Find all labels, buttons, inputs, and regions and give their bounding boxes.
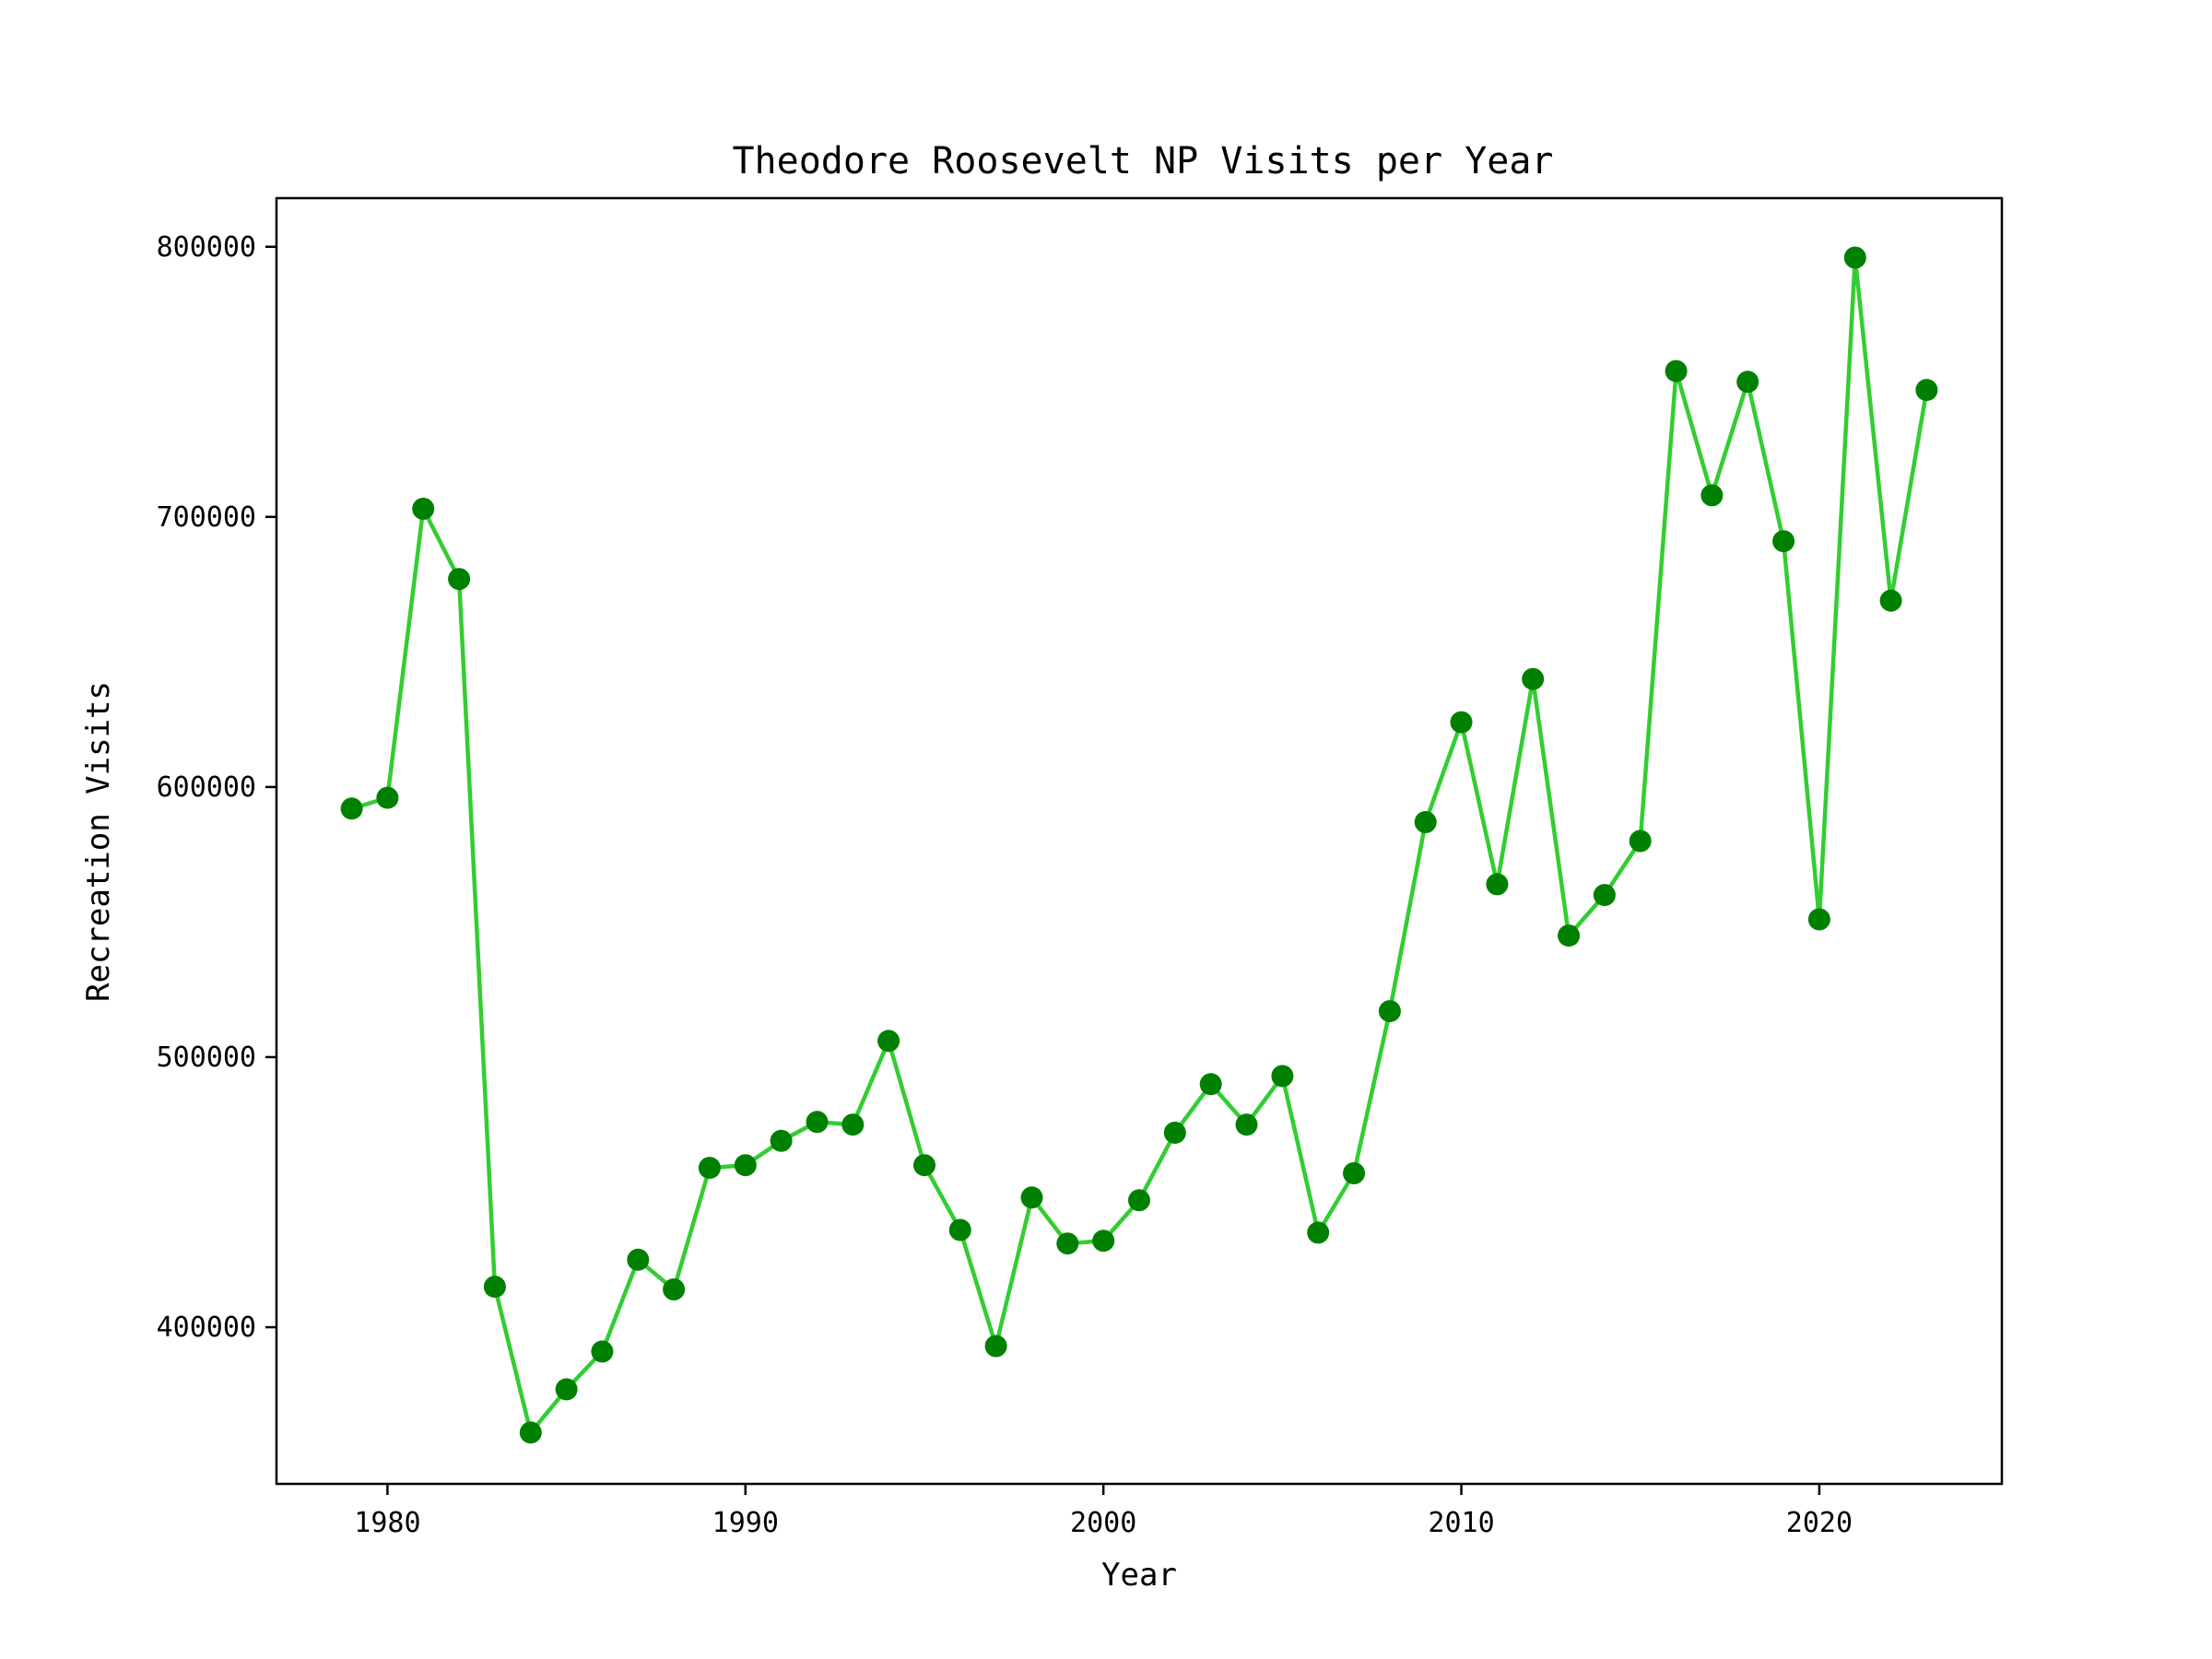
- data-point-2017: [1700, 484, 1724, 507]
- x-tick-label-1990: 1990: [712, 1507, 779, 1539]
- data-point-2022: [1879, 589, 1902, 612]
- data-point-2001: [1128, 1189, 1150, 1212]
- data-point-2006: [1307, 1221, 1330, 1244]
- data-point-1992: [806, 1111, 829, 1134]
- x-axis-label: Year: [1101, 1557, 1177, 1594]
- data-point-1991: [770, 1129, 793, 1152]
- plot-frame: [275, 196, 2004, 1486]
- data-point-1995: [913, 1154, 935, 1177]
- data-point-2005: [1271, 1065, 1294, 1088]
- data-point-1986: [591, 1340, 614, 1363]
- data-point-2012: [1522, 667, 1545, 690]
- data-point-1980: [376, 786, 399, 809]
- data-point-2015: [1629, 830, 1652, 853]
- data-point-2002: [1163, 1122, 1186, 1144]
- data-point-1989: [698, 1157, 721, 1180]
- x-tick-label-2000: 2000: [1070, 1507, 1136, 1539]
- y-tick-label-400000: 400000: [157, 1312, 256, 1344]
- y-tick-label-500000: 500000: [157, 1041, 256, 1074]
- y-tick-label-700000: 700000: [157, 501, 256, 534]
- y-axis-label: Recreation Visits: [80, 681, 117, 1002]
- data-point-1981: [412, 498, 435, 520]
- data-point-2008: [1378, 1000, 1401, 1023]
- data-point-1990: [734, 1154, 757, 1177]
- data-point-2018: [1736, 371, 1759, 394]
- data-point-2020: [1807, 908, 1830, 931]
- data-point-2004: [1235, 1113, 1258, 1136]
- data-point-2013: [1558, 924, 1581, 947]
- data-point-2023: [1915, 379, 1938, 402]
- data-point-1983: [483, 1276, 506, 1299]
- x-tick-label-2010: 2010: [1428, 1507, 1494, 1539]
- data-point-2019: [1772, 530, 1795, 553]
- data-point-1994: [877, 1030, 900, 1053]
- data-point-1984: [519, 1421, 542, 1444]
- data-point-2009: [1414, 811, 1437, 833]
- data-point-2016: [1665, 359, 1688, 382]
- data-point-1985: [555, 1378, 578, 1401]
- y-axis: 400000 500000 600000 700000 800000: [157, 231, 276, 1344]
- data-point-1979: [340, 797, 363, 820]
- plot-area: [340, 246, 1938, 1444]
- data-point-1988: [663, 1278, 686, 1300]
- y-tick-label-800000: 800000: [157, 231, 256, 264]
- data-point-1996: [948, 1218, 971, 1241]
- data-point-1993: [841, 1113, 865, 1136]
- data-point-2003: [1199, 1073, 1222, 1096]
- data-point-1987: [627, 1248, 650, 1271]
- y-tick-label-600000: 600000: [157, 771, 256, 804]
- data-point-2011: [1486, 873, 1509, 896]
- series-line: [350, 255, 1929, 1435]
- data-point-2010: [1450, 711, 1473, 734]
- data-point-2014: [1593, 884, 1616, 907]
- data-point-2000: [1092, 1230, 1115, 1253]
- data-point-2007: [1343, 1162, 1365, 1184]
- x-tick-label-1980: 1980: [354, 1507, 420, 1539]
- x-axis: 1980 1990 2000 2010 2020: [354, 1484, 1853, 1539]
- data-point-1982: [448, 568, 471, 591]
- data-point-1998: [1020, 1186, 1043, 1209]
- data-point-1999: [1056, 1232, 1079, 1255]
- data-point-1997: [984, 1335, 1007, 1358]
- x-tick-label-2020: 2020: [1786, 1507, 1853, 1539]
- data-point-2021: [1843, 246, 1866, 269]
- chart-title: Theodore Roosevelt NP Visits per Year: [732, 140, 1553, 182]
